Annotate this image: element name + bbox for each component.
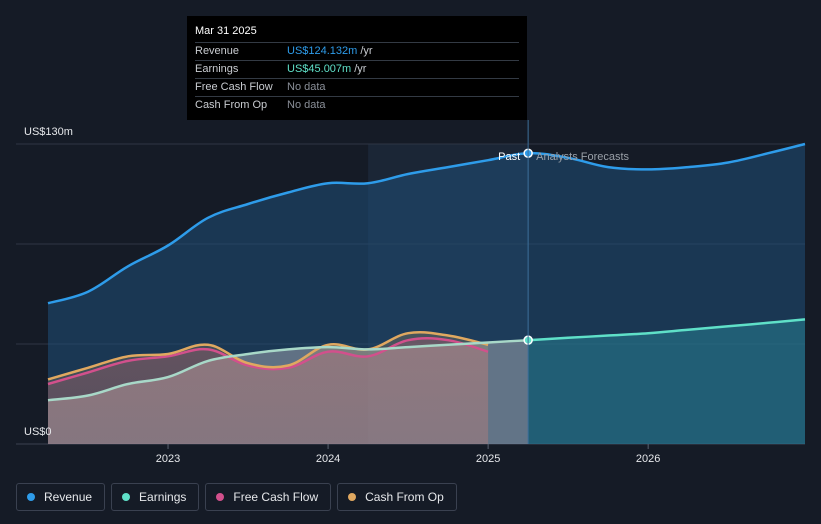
tooltip-label: Cash From Op: [195, 99, 268, 111]
revenue-line: [47, 142, 806, 305]
x-tick-label: 2026: [636, 453, 660, 465]
legend-label: Revenue: [44, 490, 93, 504]
tooltip-value: US$124.132m: [287, 45, 358, 57]
tooltip-row-cash-from-op: Cash From Op No data: [195, 96, 519, 114]
tooltip-row-free-cash-flow: Free Cash Flow No data: [195, 78, 519, 96]
legend-item-earnings[interactable]: Earnings: [111, 483, 200, 511]
forecast-label: Analysts Forecasts: [536, 151, 629, 163]
tooltip-label: Earnings: [195, 63, 239, 75]
legend-item-cash-from-op[interactable]: Cash From Op: [337, 483, 457, 511]
x-tick-label: 2025: [476, 453, 500, 465]
cfo-line: [47, 330, 489, 381]
tooltip-row-earnings: Earnings US$45.007m/yr: [195, 60, 519, 78]
legend-item-revenue[interactable]: Revenue: [16, 483, 106, 511]
tooltip-value: No data: [287, 99, 326, 111]
tooltip-row-revenue: Revenue US$124.132m/yr: [195, 42, 519, 60]
y-axis-top-label: US$130m: [24, 126, 73, 138]
legend: Revenue Earnings Free Cash Flow Cash Fro…: [16, 483, 457, 511]
x-axis: 2023 2024 2025 2026: [156, 444, 660, 465]
x-tick-label: 2023: [156, 453, 180, 465]
tooltip-value: US$45.007m: [287, 63, 352, 75]
tooltip-date: Mar 31 2025: [195, 25, 257, 37]
fcf-line: [47, 337, 489, 386]
tooltip-label: Revenue: [195, 45, 240, 57]
cfo-area: [48, 332, 489, 444]
legend-dot-icon: [348, 493, 357, 501]
tooltip-value-wrap: US$124.132m/yr: [287, 43, 373, 60]
legend-dot-icon: [122, 493, 131, 501]
past-label: Past: [498, 151, 520, 163]
legend-dot-icon: [27, 493, 35, 501]
y-axis-bottom-label: US$0: [24, 426, 52, 438]
legend-label: Cash From Op: [365, 490, 444, 504]
past-forecast-divider: Past Analysts Forecasts: [498, 120, 630, 444]
tooltip-unit: /yr: [360, 45, 373, 57]
tooltip-value-wrap: No data: [287, 79, 329, 96]
tooltip-label: Free Cash Flow: [195, 81, 273, 93]
chart-areas: [48, 144, 805, 444]
tooltip-unit: /yr: [354, 63, 367, 75]
tooltip-value-wrap: US$45.007m/yr: [287, 61, 366, 78]
earnings-area-forecast: [528, 319, 805, 444]
earnings-line-forecast: [528, 318, 806, 342]
earnings-line-past: [47, 338, 529, 402]
tooltip-value: No data: [287, 81, 326, 93]
chart-lines: [47, 142, 806, 402]
legend-dot-icon: [216, 493, 225, 501]
tooltip: Mar 31 2025 Revenue US$124.132m/yr Earni…: [187, 16, 527, 120]
x-tick-label: 2024: [316, 453, 340, 465]
legend-item-free-cash-flow[interactable]: Free Cash Flow: [205, 483, 332, 511]
legend-label: Earnings: [139, 490, 187, 504]
legend-label: Free Cash Flow: [233, 490, 319, 504]
tooltip-value-wrap: No data: [287, 97, 329, 114]
